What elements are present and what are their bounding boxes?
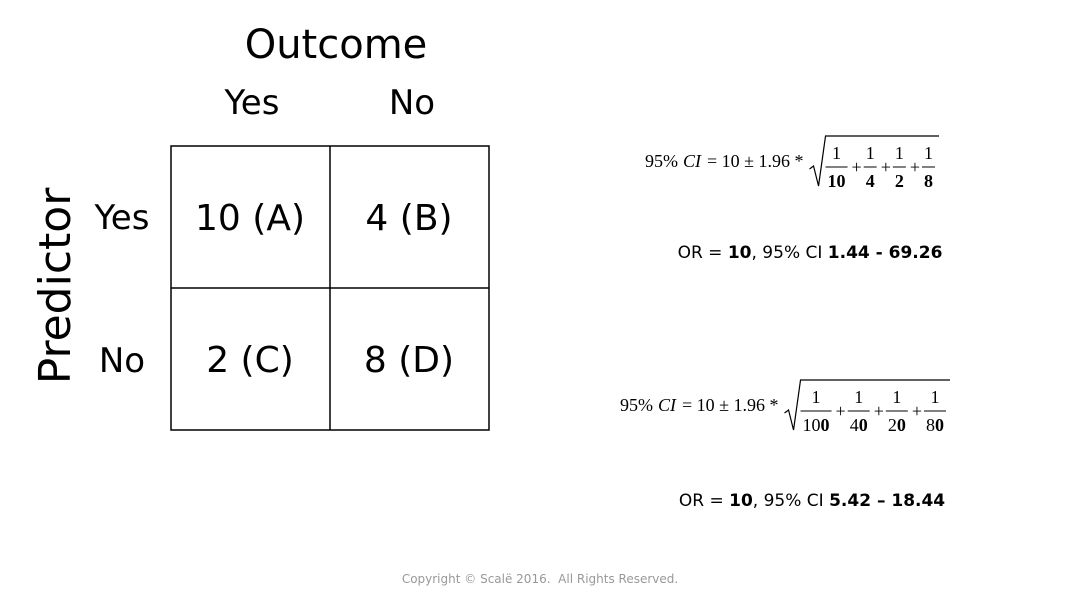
numerator: 1 bbox=[812, 387, 821, 407]
numerator: 1 bbox=[931, 387, 940, 407]
numerator: 1 bbox=[866, 143, 875, 163]
row-label: No bbox=[99, 341, 145, 381]
result-part: 5.42 – 18.44 bbox=[829, 491, 945, 511]
result-part: , 95% CI bbox=[752, 243, 828, 263]
operator: + bbox=[910, 157, 920, 177]
column-header: Outcome bbox=[245, 22, 428, 68]
formula-expression: = 10 ± 1.96 * bbox=[682, 395, 779, 415]
den-bold: 2 bbox=[895, 171, 904, 191]
cell: 8 (D) bbox=[364, 340, 454, 381]
sqrt-sign bbox=[809, 135, 939, 187]
denominator: 2 bbox=[895, 171, 904, 191]
numerator: 1 bbox=[854, 387, 863, 407]
denominator: 100 bbox=[803, 415, 830, 435]
cell: 10 (A) bbox=[195, 198, 305, 239]
operator: + bbox=[881, 157, 891, 177]
denominator: 40 bbox=[850, 415, 868, 435]
result-part: OR = bbox=[679, 491, 729, 511]
column-label: Yes bbox=[224, 83, 280, 123]
den-plain: 2 bbox=[888, 415, 897, 435]
result-part: 10 bbox=[728, 243, 752, 263]
den-bold: 0 bbox=[935, 415, 944, 435]
numerator: 1 bbox=[892, 387, 901, 407]
row-header: Predictor bbox=[30, 187, 81, 384]
operator: + bbox=[852, 157, 862, 177]
cell: 2 (C) bbox=[206, 340, 294, 381]
result-part: 10 bbox=[729, 491, 753, 511]
numerator: 1 bbox=[832, 143, 841, 163]
operator: + bbox=[874, 401, 884, 421]
footer: Copyright © Scalë 2016. All Rights Reser… bbox=[402, 572, 678, 586]
formula-label: 95% bbox=[620, 395, 653, 415]
denominator: 80 bbox=[926, 415, 944, 435]
formula-expression: = 10 ± 1.96 * bbox=[707, 151, 804, 171]
den-bold: 0 bbox=[897, 415, 906, 435]
denominator: 10 bbox=[828, 171, 846, 191]
result-line: OR = 10, 95% CI 1.44 - 69.26 bbox=[678, 243, 943, 263]
denominator: 8 bbox=[924, 171, 933, 191]
sqrt-sign bbox=[784, 379, 950, 431]
column-label: No bbox=[389, 83, 435, 123]
result-part: OR = bbox=[678, 243, 728, 263]
den-bold: 4 bbox=[866, 171, 875, 191]
result-line: OR = 10, 95% CI 5.42 – 18.44 bbox=[679, 491, 945, 511]
denominator: 20 bbox=[888, 415, 906, 435]
den-bold: 0 bbox=[859, 415, 868, 435]
row-label: Yes bbox=[94, 198, 150, 238]
result-part: , 95% CI bbox=[753, 491, 829, 511]
cell: 4 (B) bbox=[365, 198, 452, 239]
formula-symbol: CI bbox=[658, 395, 677, 415]
den-plain: 8 bbox=[926, 415, 935, 435]
den-plain: 4 bbox=[850, 415, 859, 435]
operator: + bbox=[836, 401, 846, 421]
den-plain: 10 bbox=[803, 415, 821, 435]
table-grid bbox=[170, 145, 490, 431]
numerator: 1 bbox=[895, 143, 904, 163]
formula-symbol: CI bbox=[683, 151, 702, 171]
operator: + bbox=[912, 401, 922, 421]
den-bold: 0 bbox=[821, 415, 830, 435]
den-bold: 10 bbox=[828, 171, 846, 191]
denominator: 4 bbox=[866, 171, 875, 191]
result-part: 1.44 - 69.26 bbox=[828, 243, 943, 263]
numerator: 1 bbox=[924, 143, 933, 163]
den-bold: 8 bbox=[924, 171, 933, 191]
formula-label: 95% bbox=[645, 151, 678, 171]
